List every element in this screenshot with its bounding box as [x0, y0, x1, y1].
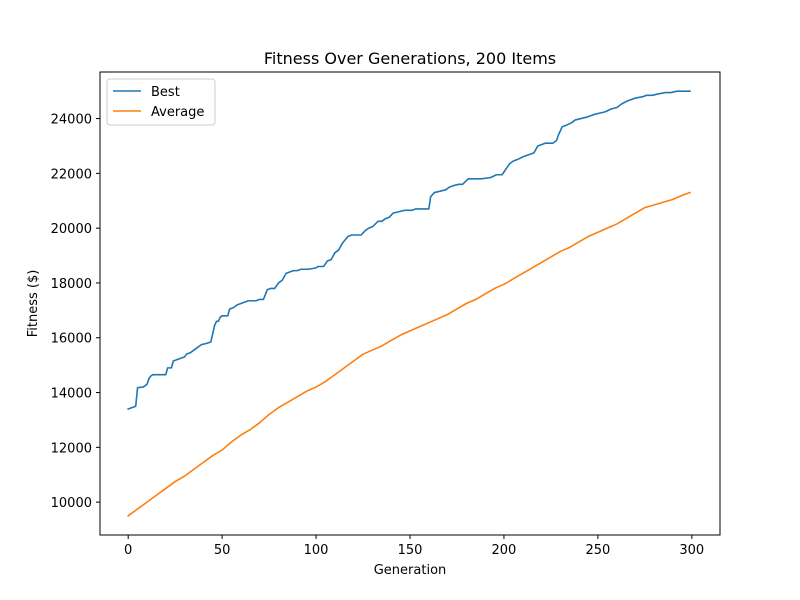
- series-line-best: [127, 90, 691, 411]
- y-tick-label: 12000: [51, 441, 92, 456]
- y-tick-label: 22000: [51, 167, 92, 182]
- x-tick-label: 300: [679, 543, 704, 558]
- series-line-average: [127, 191, 691, 517]
- y-tick-label: 10000: [51, 496, 92, 511]
- y-tick-label: 14000: [51, 387, 92, 402]
- x-tick-label: 50: [214, 543, 231, 558]
- x-axis-label: Generation: [374, 563, 447, 578]
- x-axis: 0 50 100 150 200 250 300: [124, 535, 704, 558]
- x-tick-label: 250: [585, 543, 610, 558]
- plot-area: [127, 90, 691, 517]
- y-tick-label: 16000: [51, 332, 92, 347]
- y-axis: 10000 12000 14000 16000 18000 20000 22000 24000: [51, 113, 100, 511]
- legend-label-average: Average: [151, 105, 204, 120]
- y-tick-label: 24000: [51, 113, 92, 128]
- x-tick-label: 150: [398, 543, 423, 558]
- x-tick-label: 0: [124, 543, 132, 558]
- x-tick-label: 200: [492, 543, 517, 558]
- y-axis-label: Fitness ($): [26, 270, 41, 338]
- y-tick-label: 18000: [51, 277, 92, 292]
- legend: Best Average: [106, 78, 216, 126]
- y-tick-label: 20000: [51, 222, 92, 237]
- legend-label-best: Best: [151, 85, 180, 100]
- x-tick-label: 100: [304, 543, 329, 558]
- chart-title: Fitness Over Generations, 200 Items: [264, 49, 556, 68]
